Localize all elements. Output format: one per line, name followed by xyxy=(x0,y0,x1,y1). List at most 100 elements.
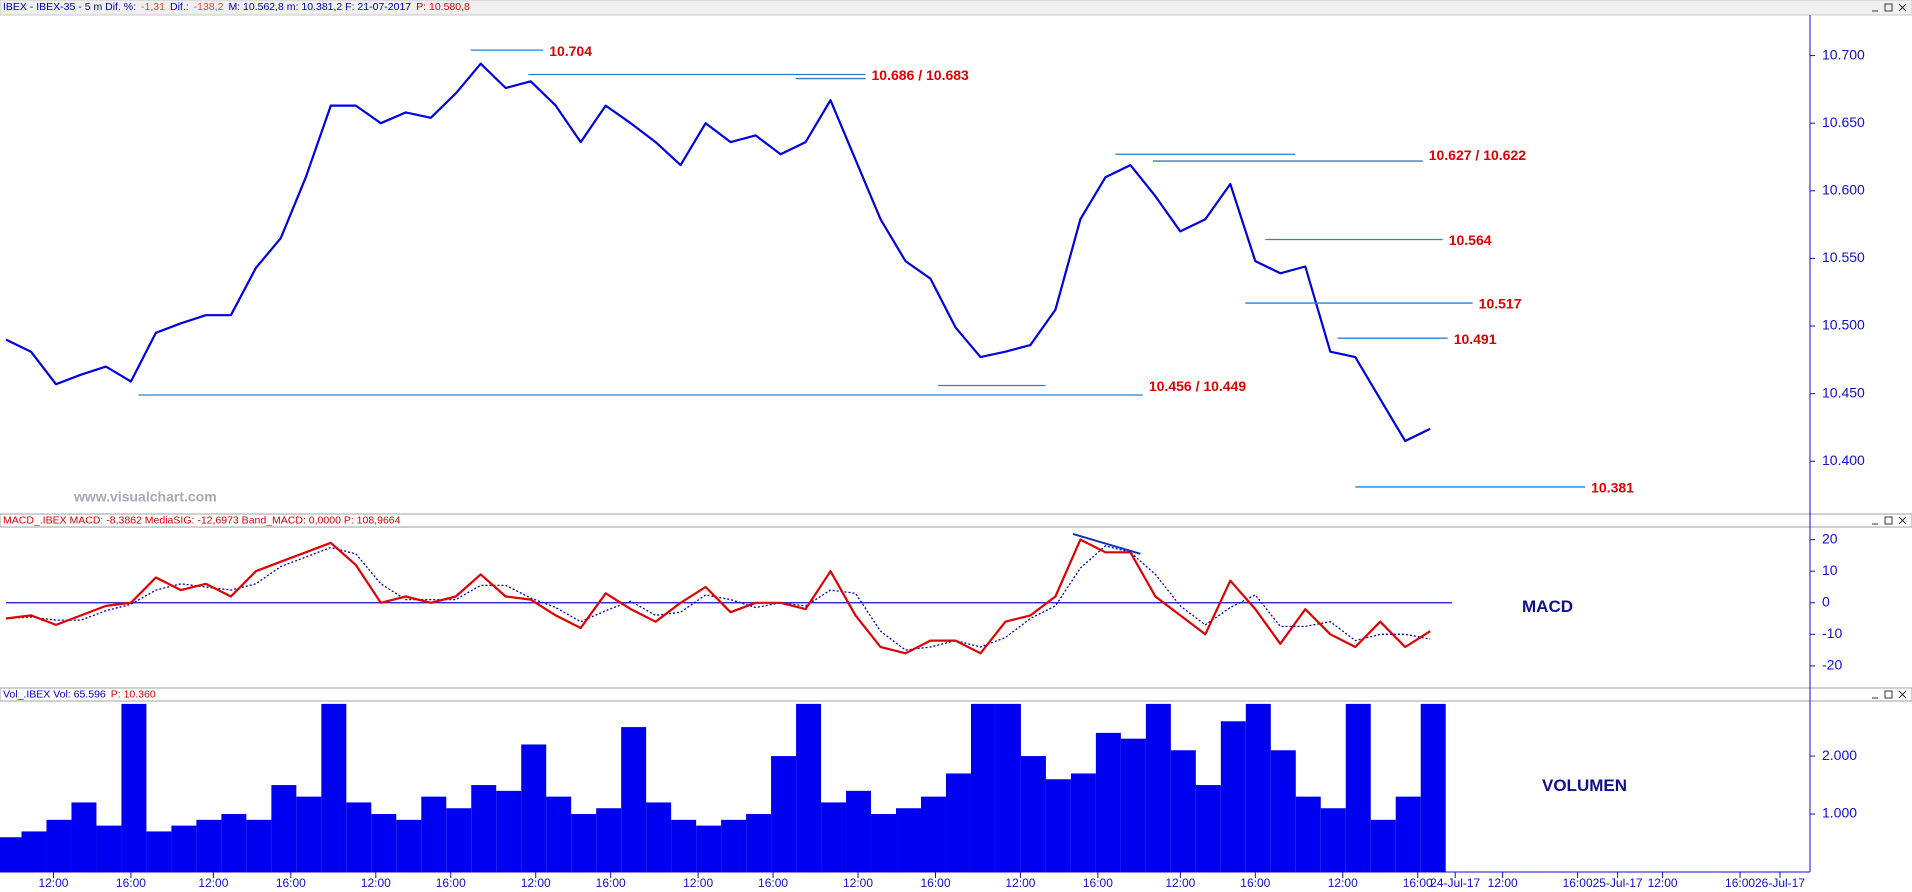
x-tick-label: 26-Jul-17 xyxy=(1755,876,1805,890)
header-part: -138,2 xyxy=(194,1,224,13)
x-tick-label: 16:00 xyxy=(920,876,950,890)
volume-bar xyxy=(221,814,247,872)
volume-bar xyxy=(846,790,872,872)
volume-bar xyxy=(1120,738,1146,872)
header-part: MACD_.IBEX MACD: -8,3862 MediaSIG: -12,6… xyxy=(3,514,401,526)
x-tick-label: 12:00 xyxy=(1488,876,1518,890)
level-label: 10.686 / 10.683 xyxy=(872,67,970,83)
header-part: P: 10.580,8 xyxy=(416,1,470,13)
level-label: 10.491 xyxy=(1454,331,1497,347)
header-part: M: 10.562,8 m: 10.381,2 F: 21-07-2017 xyxy=(228,1,411,13)
level-label: 10.381 xyxy=(1591,480,1634,496)
volume-bar xyxy=(46,819,72,872)
volume-bar xyxy=(1270,750,1296,872)
volume-bar xyxy=(796,703,822,872)
trend-line xyxy=(1072,532,1141,555)
x-tick-label: 12:00 xyxy=(683,876,713,890)
volume-bar xyxy=(646,802,672,872)
level-label: 10.704 xyxy=(549,43,592,59)
volume-bar xyxy=(1320,808,1346,872)
x-tick-label: 12:00 xyxy=(1328,876,1358,890)
y-tick-label: -20 xyxy=(1822,657,1842,673)
x-tick-label: 25-Jul-17 xyxy=(1593,876,1643,890)
volume-bar xyxy=(1345,703,1371,872)
volume-bar xyxy=(1420,703,1446,872)
volume-bar xyxy=(171,825,197,872)
volume-bar xyxy=(596,808,622,872)
y-tick-label: 10.650 xyxy=(1822,114,1865,130)
volume-bar xyxy=(471,785,497,872)
volume-bar xyxy=(945,773,971,872)
x-tick-label: 12:00 xyxy=(1165,876,1195,890)
volume-bar xyxy=(1045,779,1071,872)
y-tick-label: 10.600 xyxy=(1822,182,1865,198)
y-tick-label: 2.000 xyxy=(1822,747,1857,763)
volume-bar xyxy=(321,703,347,872)
x-tick-label: 12:00 xyxy=(843,876,873,890)
header-part: IBEX - IBEX-35 - 5 m Dif. %: xyxy=(3,1,136,13)
volume-bar xyxy=(121,703,147,872)
volume-bar xyxy=(571,814,597,872)
volume-bar xyxy=(446,808,472,872)
y-tick-label: 10.450 xyxy=(1822,384,1865,400)
volume-bar xyxy=(1220,721,1246,872)
volume-bar xyxy=(671,819,697,872)
volume-bar xyxy=(296,796,322,872)
x-tick-label: 24-Jul-17 xyxy=(1430,876,1480,890)
volume-bar xyxy=(1145,703,1171,872)
x-tick-label: 12:00 xyxy=(1648,876,1678,890)
x-tick-label: 12:00 xyxy=(361,876,391,890)
title-bar xyxy=(0,0,1912,16)
volume-bar xyxy=(196,819,222,872)
volume-bar xyxy=(96,825,122,872)
level-label: 10.456 / 10.449 xyxy=(1149,378,1247,394)
volume-bar xyxy=(421,796,447,872)
volume-bar xyxy=(546,796,572,872)
header-part: -1,31 xyxy=(141,1,165,13)
macd-line xyxy=(5,545,1431,651)
volume-bar xyxy=(721,819,747,872)
panel-header: Vol_.IBEX Vol: 65.596 P: 10.360 xyxy=(3,688,156,700)
y-tick-label: 10.550 xyxy=(1822,249,1865,265)
window-buttons[interactable] xyxy=(1872,3,1907,699)
volume-bar xyxy=(146,831,172,872)
panel-header: IBEX - IBEX-35 - 5 m Dif. %: -1,31 Dif.: -1… xyxy=(3,1,470,13)
y-tick-label: 10 xyxy=(1822,562,1838,578)
volume-bar xyxy=(346,802,372,872)
level-label: 10.564 xyxy=(1449,232,1492,248)
panel-label: MACD xyxy=(1522,597,1573,616)
volume-bar xyxy=(696,825,722,872)
x-tick-label: 16:00 xyxy=(116,876,146,890)
x-tick-label: 12:00 xyxy=(198,876,228,890)
volume-bar xyxy=(1170,750,1196,872)
volume-bar xyxy=(371,814,397,872)
volume-bar xyxy=(71,802,97,872)
volume-bar xyxy=(1245,703,1271,872)
y-tick-label: 20 xyxy=(1822,530,1838,546)
volume-bar xyxy=(771,756,797,872)
x-tick-label: 16:00 xyxy=(758,876,788,890)
volume-bar xyxy=(1395,796,1421,872)
level-label: 10.627 / 10.622 xyxy=(1429,147,1527,163)
panel-label: VOLUMEN xyxy=(1542,776,1627,795)
volume-bar xyxy=(621,727,647,872)
volume-bar xyxy=(995,703,1021,872)
x-tick-label: 16:00 xyxy=(1083,876,1113,890)
x-tick-label: 16:00 xyxy=(1240,876,1270,890)
volume-bar xyxy=(746,814,772,872)
header-part: Vol_.IBEX Vol: 65.596 xyxy=(3,688,106,700)
y-tick-label: 10.400 xyxy=(1822,452,1865,468)
volume-bar xyxy=(1295,796,1321,872)
volume-bar xyxy=(1020,756,1046,872)
volume-bar xyxy=(0,837,22,872)
volume-bar xyxy=(1095,732,1121,872)
volume-bar xyxy=(920,796,946,872)
x-tick-label: 16:00 xyxy=(1403,876,1433,890)
volume-bar xyxy=(1370,819,1396,872)
volume-header-bar xyxy=(0,687,1912,702)
header-part: Dif.: xyxy=(170,1,189,13)
y-tick-label: -10 xyxy=(1822,625,1842,641)
y-tick-label: 0 xyxy=(1822,593,1830,609)
